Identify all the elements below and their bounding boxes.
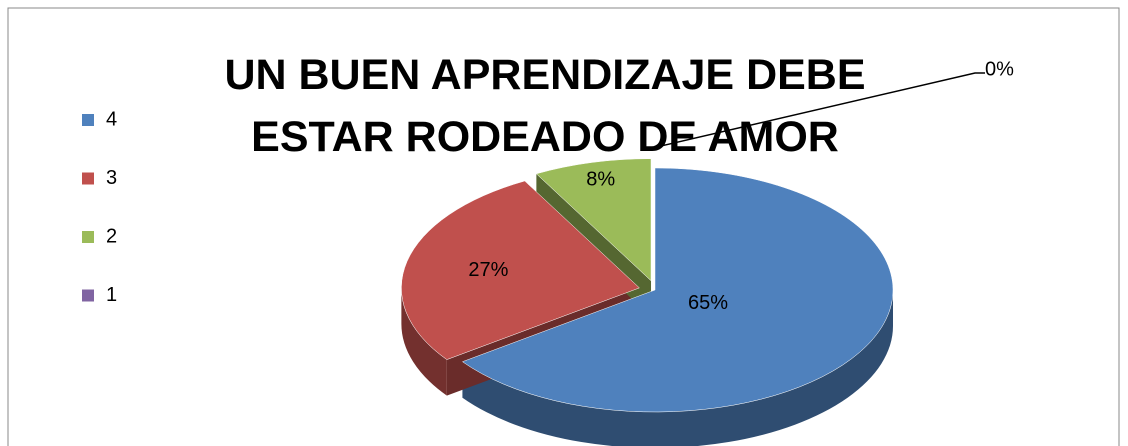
leader-line <box>650 72 985 150</box>
legend-label: 1 <box>106 284 117 306</box>
slice-side <box>462 290 893 446</box>
legend-label: 4 <box>106 108 117 130</box>
legend-swatch <box>82 231 94 243</box>
slice-side <box>401 287 447 396</box>
legend-label: 3 <box>106 167 117 189</box>
legend-swatch <box>82 289 94 302</box>
legend-swatch <box>82 114 94 126</box>
data-label: 65% <box>688 292 728 314</box>
data-label: 8% <box>586 169 615 191</box>
slice <box>535 158 652 282</box>
slice <box>401 180 640 360</box>
data-label: 0% <box>985 58 1014 80</box>
legend-label: 2 <box>106 225 117 247</box>
data-label: 27% <box>468 259 508 281</box>
slice <box>461 167 894 413</box>
chart-title: UN BUEN APRENDIZAJE DEBE ESTAR RODEADO D… <box>224 51 866 161</box>
legend-swatch <box>82 172 94 185</box>
